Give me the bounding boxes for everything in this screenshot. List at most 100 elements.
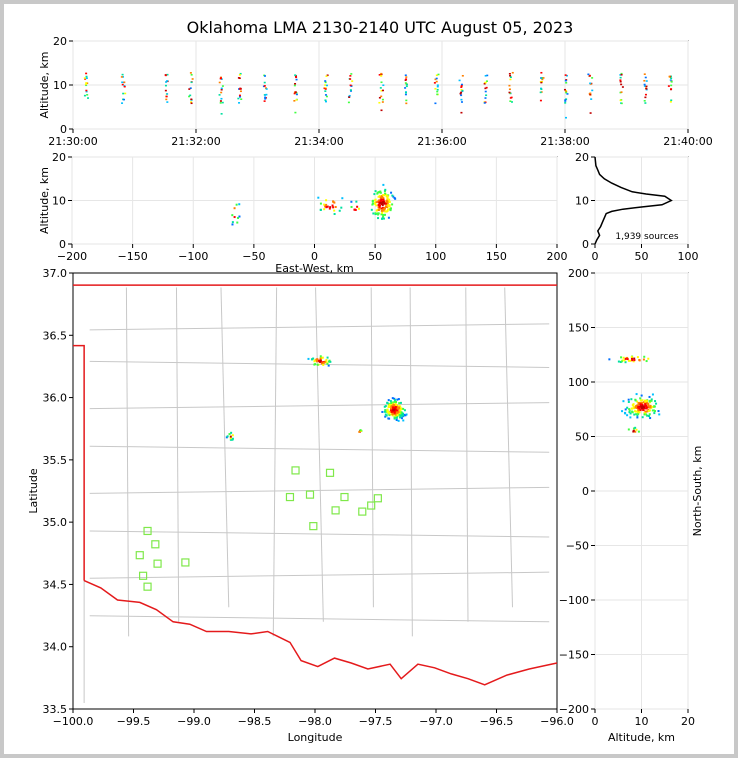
time-height-source-point (325, 84, 328, 87)
ew-height-source-point (323, 203, 326, 206)
ew-height-source-point (324, 205, 327, 208)
time-height-source-point (165, 98, 168, 101)
time-height-source-point (166, 93, 169, 95)
ew-height-source-point (383, 190, 386, 193)
ns-height-source-point (637, 412, 640, 415)
ew-height-source-point (392, 195, 395, 198)
time-height-source-point (378, 101, 381, 104)
ew-height-source-point (238, 203, 241, 206)
ns-height-source-point (653, 410, 656, 413)
ns-height-source-point (638, 406, 641, 409)
time-height-source-point (219, 100, 222, 102)
time-height-source-point (164, 84, 167, 87)
time-height-source-point (460, 86, 463, 88)
ew-height-source-point (388, 204, 391, 207)
time-height-source-point (435, 74, 438, 77)
time-height-source-point (564, 79, 567, 82)
time-height-source-point (349, 84, 352, 87)
plan-view-source-point (399, 401, 402, 404)
ns-height-source-point (636, 416, 639, 419)
plan-view-source-point (397, 410, 400, 413)
time-height-ytick-label: 20 (53, 35, 67, 48)
time-height-source-point (587, 73, 590, 76)
plan-view-source-point (393, 411, 396, 414)
time-height-source-point (565, 74, 568, 77)
time-height-source-point (509, 100, 512, 102)
ew-height-source-point (379, 204, 382, 207)
plan-view-source-point (317, 359, 320, 362)
ns-height-source-point (636, 404, 639, 407)
ew-height-source-point (381, 217, 384, 220)
time-height-source-point (460, 101, 463, 103)
time-height-source-point (263, 81, 266, 84)
ns-height-source-point (623, 411, 626, 414)
ns-height-source-point (634, 406, 637, 409)
time-height-source-point (621, 86, 624, 88)
plan-view-source-point (388, 417, 391, 420)
plan-view-source-point (312, 357, 315, 360)
ew-height-source-point (382, 194, 385, 197)
time-height-source-point (220, 97, 223, 100)
time-height-source-point (294, 91, 297, 93)
time-height-source-point (294, 111, 297, 114)
time-height-source-point (191, 78, 194, 80)
ew-height-panel: 0 10 20 −200 −150 −100 −50 0 50 100 150 200 East-Wes… (38, 151, 568, 275)
county-boundary (315, 287, 324, 622)
lma-figure: Oklahoma LMA 2130-2140 UTC August 05, 20… (27, 18, 713, 744)
ew-height-source-point (382, 199, 385, 202)
ns-height-source-point (634, 430, 637, 433)
time-height-source-point (509, 78, 512, 81)
lma-station-marker (309, 522, 318, 531)
ew-height-source-point (388, 205, 391, 208)
ns-height-source-point (651, 409, 654, 412)
time-height-source-point (565, 116, 567, 119)
plan-view-source-point (398, 402, 401, 405)
lma-station-marker (340, 492, 349, 502)
ns-height-source-point (623, 359, 626, 362)
ew-height-source-point (387, 204, 390, 207)
plan-view-source-point (381, 410, 384, 413)
time-height-source-point (324, 87, 327, 89)
plan-view-source-point (229, 438, 232, 441)
ew-height-source-point (388, 200, 391, 203)
ew-height-source-point (386, 209, 389, 212)
ew-height-source-point (384, 192, 387, 195)
ew-height-source-point (374, 202, 377, 205)
ew-height-source-point (376, 191, 379, 194)
county-boundary (370, 287, 374, 608)
time-height-source-point (564, 100, 567, 102)
plan-view-source-point (393, 417, 396, 420)
ew-height-source-point (326, 205, 329, 208)
ew-height-source-point (379, 190, 382, 193)
ew-height-source-point (377, 212, 380, 215)
time-height-source-point (121, 102, 124, 104)
ns-height-source-point (628, 411, 631, 414)
ns-height-source-point (622, 400, 625, 403)
time-height-source-point (589, 92, 592, 95)
plan-view-source-point (393, 397, 396, 400)
histogram-line (594, 156, 673, 245)
plan-view-source-point (393, 416, 396, 419)
ew-height-source-point (382, 183, 385, 186)
ns-height-source-point (644, 400, 647, 403)
time-height-source-point (539, 99, 542, 102)
time-height-source-point (670, 88, 673, 90)
ns-height-source-point (639, 403, 642, 406)
time-height-source-point (485, 80, 488, 82)
ns-height-ytick-label: −50 (566, 540, 589, 553)
ns-height-source-point (639, 405, 642, 408)
county-boundary (89, 323, 550, 331)
ew-height-source-point (386, 200, 389, 203)
ew-height-source-point (383, 207, 386, 210)
time-height-source-point (264, 87, 267, 89)
lma-station-marker (367, 501, 376, 510)
ns-height-source-point (639, 409, 642, 412)
ns-height-source-point (620, 356, 623, 359)
plan-view-source-point (393, 403, 396, 406)
ns-height-source-point (637, 430, 640, 433)
time-height-source-point (220, 91, 223, 94)
plan-view-source-point (384, 413, 387, 416)
plan-view-source-point (384, 415, 387, 418)
time-height-source-point (221, 85, 224, 87)
time-height-source-point (508, 88, 511, 91)
